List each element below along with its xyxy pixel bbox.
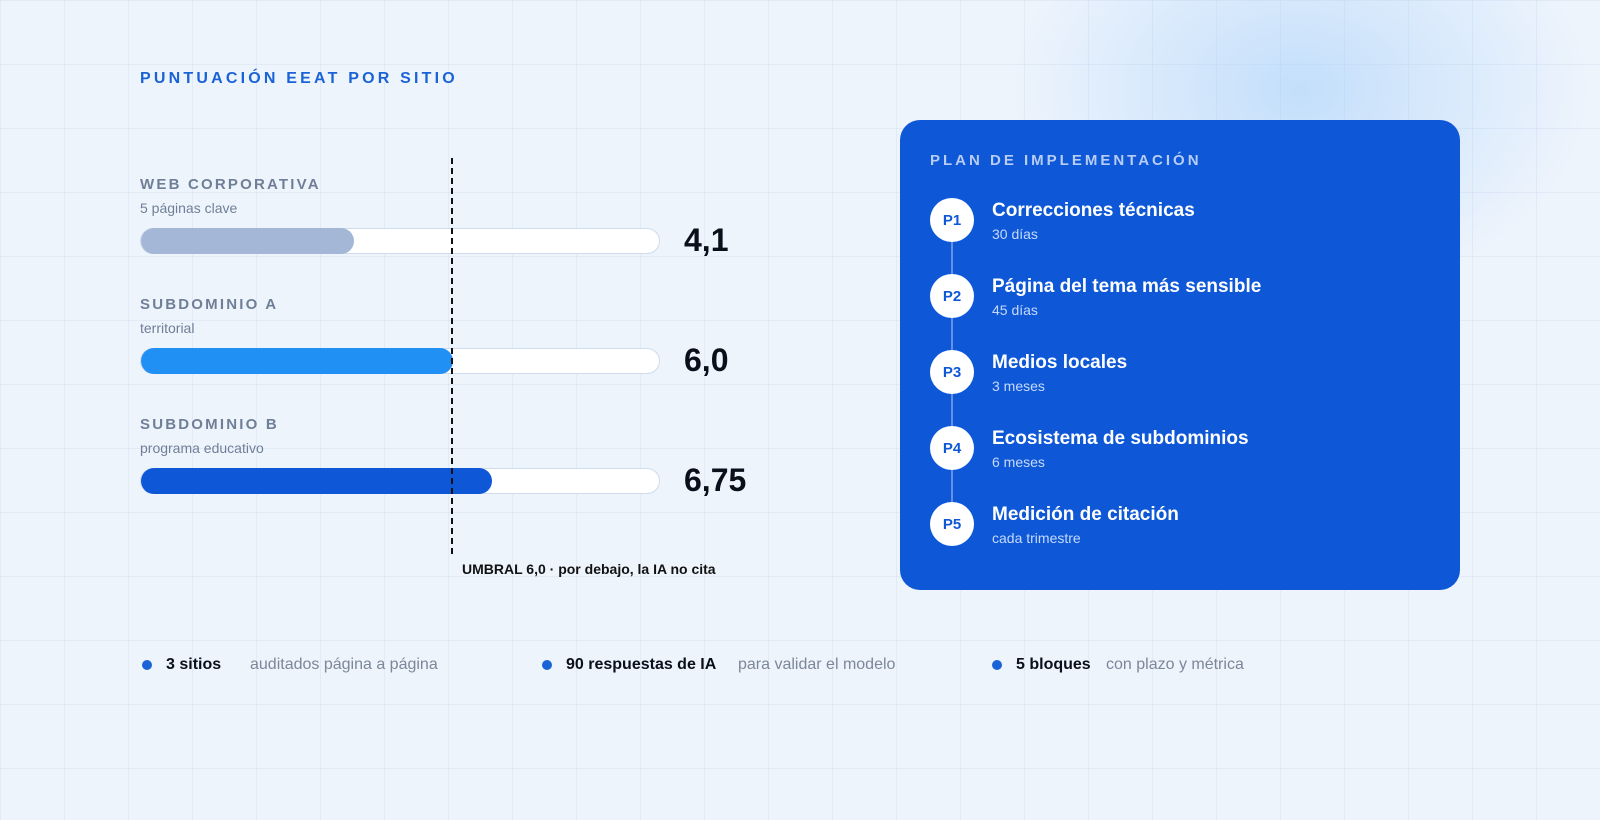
bar-label: SUBDOMINIO B — [140, 416, 279, 433]
bar-track — [140, 468, 660, 494]
step-badge: P4 — [930, 426, 974, 470]
bar — [141, 468, 492, 494]
plan-step: P2 Página del tema más sensible 45 días — [930, 274, 1430, 318]
implementation-plan-panel: PLAN DE IMPLEMENTACIÓN P1 Correcciones t… — [900, 120, 1460, 590]
step-duration: 45 días — [992, 302, 1038, 318]
threshold-line — [451, 158, 453, 554]
bullet-dot-icon — [542, 660, 552, 670]
step-title: Página del tema más sensible — [992, 276, 1262, 297]
bullet-dot-icon — [142, 660, 152, 670]
bar-sublabel: programa educativo — [140, 440, 264, 456]
step-badge: P5 — [930, 502, 974, 546]
plan-step: P4 Ecosistema de subdominios 6 meses — [930, 426, 1430, 470]
step-duration: cada trimestre — [992, 530, 1081, 546]
bullet-dot-icon — [992, 660, 1002, 670]
step-badge: P1 — [930, 198, 974, 242]
panel-title: PLAN DE IMPLEMENTACIÓN — [930, 152, 1202, 169]
stat-highlight: 5 bloques — [1016, 656, 1091, 673]
step-title: Medición de citación — [992, 504, 1179, 525]
bar-label: WEB CORPORATIVA — [140, 176, 321, 193]
step-duration: 6 meses — [992, 454, 1045, 470]
bar-value-label: 6,75 — [684, 462, 747, 498]
bar — [141, 228, 354, 254]
step-badge: P2 — [930, 274, 974, 318]
bar-track — [140, 228, 660, 254]
stat-description: auditados página a página — [250, 656, 438, 673]
bar-track — [140, 348, 660, 374]
section-title: PUNTUACIÓN EEAT POR SITIO — [140, 70, 458, 87]
step-title: Medios locales — [992, 352, 1128, 373]
stat-description: para validar el modelo — [738, 656, 896, 673]
step-title: Correcciones técnicas — [992, 200, 1195, 221]
step-badge: P3 — [930, 350, 974, 394]
threshold-label: UMBRAL 6,0 · por debajo, la IA no cita — [462, 561, 716, 577]
bar — [141, 348, 453, 374]
step-title: Ecosistema de subdominios — [992, 428, 1249, 449]
bar-label: SUBDOMINIO A — [140, 296, 279, 313]
plan-step: P1 Correcciones técnicas 30 días — [930, 198, 1430, 242]
stat-highlight: 3 sitios — [166, 656, 222, 673]
plan-step: P5 Medición de citación cada trimestre — [930, 502, 1430, 546]
step-duration: 3 meses — [992, 378, 1045, 394]
step-duration: 30 días — [992, 226, 1038, 242]
plan-step: P3 Medios locales 3 meses — [930, 350, 1430, 394]
stat-highlight: 90 respuestas de IA — [566, 656, 717, 673]
bar-value-label: 6,0 — [684, 342, 729, 378]
stat-description: con plazo y métrica — [1106, 656, 1244, 673]
bar-sublabel: 5 páginas clave — [140, 200, 238, 216]
bar-value-label: 4,1 — [684, 222, 729, 258]
bar-sublabel: territorial — [140, 320, 195, 336]
